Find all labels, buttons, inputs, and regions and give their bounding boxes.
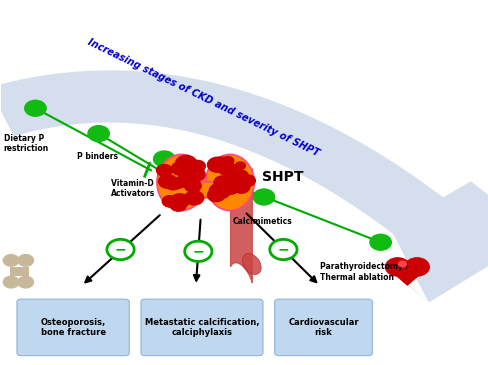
Circle shape (220, 180, 239, 195)
Circle shape (214, 157, 229, 168)
Text: −: − (277, 242, 288, 257)
Text: −: − (192, 244, 203, 258)
Circle shape (225, 172, 245, 187)
Circle shape (193, 170, 203, 178)
Circle shape (220, 159, 232, 168)
Circle shape (162, 196, 177, 207)
Circle shape (169, 178, 183, 189)
Text: −: − (115, 242, 126, 257)
Circle shape (25, 100, 46, 116)
FancyBboxPatch shape (141, 299, 263, 356)
Ellipse shape (205, 154, 254, 211)
Circle shape (225, 183, 235, 190)
Circle shape (213, 183, 227, 194)
Circle shape (209, 183, 230, 199)
Circle shape (184, 191, 203, 205)
Circle shape (3, 254, 19, 266)
Circle shape (158, 174, 177, 188)
FancyBboxPatch shape (10, 267, 29, 276)
Circle shape (175, 176, 190, 187)
Circle shape (184, 179, 196, 187)
Text: Osteoporosis,
bone fracture: Osteoporosis, bone fracture (41, 318, 105, 337)
Text: Parathyroidectomy /
Thermal ablation: Parathyroidectomy / Thermal ablation (319, 262, 407, 281)
Circle shape (233, 181, 249, 193)
Circle shape (239, 175, 255, 187)
Text: Vitamin-D Receptor
Activators: Vitamin-D Receptor Activators (111, 179, 195, 198)
Circle shape (232, 170, 248, 182)
Circle shape (404, 258, 428, 276)
Circle shape (107, 239, 134, 260)
Circle shape (385, 258, 409, 276)
Circle shape (222, 180, 232, 188)
Text: Increasing stages of CKD and severity of SHPT: Increasing stages of CKD and severity of… (86, 37, 320, 158)
Polygon shape (386, 267, 427, 285)
Circle shape (18, 254, 33, 266)
Circle shape (175, 155, 196, 171)
Circle shape (218, 163, 236, 176)
Circle shape (187, 184, 197, 192)
Circle shape (398, 261, 406, 267)
Circle shape (153, 151, 175, 167)
Circle shape (171, 162, 189, 175)
Circle shape (166, 180, 180, 190)
Ellipse shape (242, 254, 261, 274)
Circle shape (184, 180, 201, 192)
Text: P binders: P binders (77, 152, 118, 161)
Circle shape (369, 234, 390, 250)
Ellipse shape (157, 154, 205, 211)
Circle shape (170, 194, 189, 208)
Circle shape (217, 178, 236, 192)
Circle shape (235, 162, 245, 169)
Ellipse shape (188, 182, 222, 198)
Circle shape (181, 168, 194, 178)
Circle shape (222, 157, 233, 165)
Circle shape (184, 241, 211, 261)
Text: Metastatic calcification,
calciphylaxis: Metastatic calcification, calciphylaxis (144, 318, 259, 337)
Circle shape (170, 199, 186, 211)
Circle shape (18, 276, 33, 288)
Circle shape (88, 126, 109, 142)
Circle shape (269, 239, 296, 260)
Circle shape (233, 175, 248, 186)
Text: Cardiovascular
risk: Cardiovascular risk (287, 318, 358, 337)
Text: SHPT: SHPT (261, 170, 303, 184)
Circle shape (207, 189, 224, 202)
FancyBboxPatch shape (274, 299, 372, 356)
Circle shape (253, 189, 274, 205)
Circle shape (214, 176, 230, 189)
Polygon shape (0, 70, 488, 303)
Circle shape (237, 177, 247, 185)
Circle shape (190, 161, 205, 172)
FancyBboxPatch shape (17, 299, 129, 356)
Circle shape (156, 165, 172, 176)
Text: Dietary P
restriction: Dietary P restriction (4, 134, 49, 153)
Text: Calcimimetics: Calcimimetics (232, 217, 291, 226)
Circle shape (186, 167, 204, 181)
Circle shape (207, 157, 227, 172)
Circle shape (3, 276, 19, 288)
